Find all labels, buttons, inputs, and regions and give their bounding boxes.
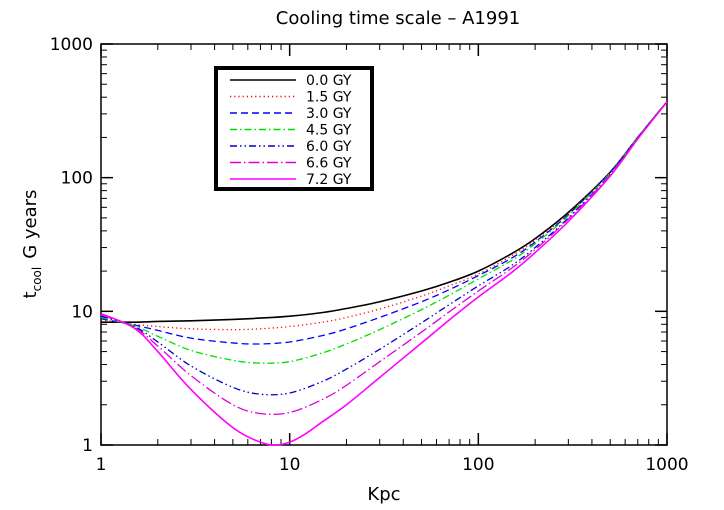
legend-label-0: 0.0 GY <box>306 73 352 89</box>
legend-label-3: 4.5 GY <box>306 123 352 139</box>
legend: 0.0 GY1.5 GY3.0 GY4.5 GY6.0 GY6.6 GY7.2 … <box>214 66 374 191</box>
legend-label-6: 7.2 GY <box>306 172 352 188</box>
axis-ticks <box>100 43 668 446</box>
x-axis-label: Kpc <box>367 484 400 505</box>
series-line-5 <box>100 101 668 416</box>
x-tick-label: 10 <box>279 455 301 475</box>
chart-title: Cooling time scale – A1991 <box>276 8 521 29</box>
axis-tick-labels: 1 10 100 1000 1 10 100 1000 <box>50 35 689 475</box>
series-line-6 <box>100 101 668 446</box>
series-line-3 <box>100 101 668 364</box>
y-axis-label-main: t <box>20 291 41 298</box>
y-tick-label: 1000 <box>50 35 93 55</box>
x-tick-label: 100 <box>462 455 494 475</box>
y-tick-label: 10 <box>71 302 93 322</box>
legend-items: 0.0 GY1.5 GY3.0 GY4.5 GY6.0 GY6.6 GY7.2 … <box>230 73 352 188</box>
series-line-4 <box>100 101 668 396</box>
y-axis-label-sub: cool <box>30 267 44 292</box>
series-line-1 <box>100 101 668 331</box>
plot-frame <box>100 43 668 446</box>
x-tick-label: 1000 <box>645 455 688 475</box>
legend-label-2: 3.0 GY <box>306 106 352 122</box>
series-lines <box>100 101 668 446</box>
y-axis-label: tcool G years <box>20 190 44 299</box>
series-line-2 <box>100 101 668 345</box>
y-tick-label: 1 <box>82 436 93 456</box>
legend-label-1: 1.5 GY <box>306 90 352 106</box>
legend-label-5: 6.6 GY <box>306 156 352 172</box>
legend-box <box>214 66 374 191</box>
series-line-0 <box>100 101 668 324</box>
legend-label-4: 6.0 GY <box>306 139 352 155</box>
y-axis-label-rest: G years <box>20 190 41 259</box>
x-tick-label: 1 <box>96 455 107 475</box>
y-tick-label: 100 <box>61 169 93 189</box>
